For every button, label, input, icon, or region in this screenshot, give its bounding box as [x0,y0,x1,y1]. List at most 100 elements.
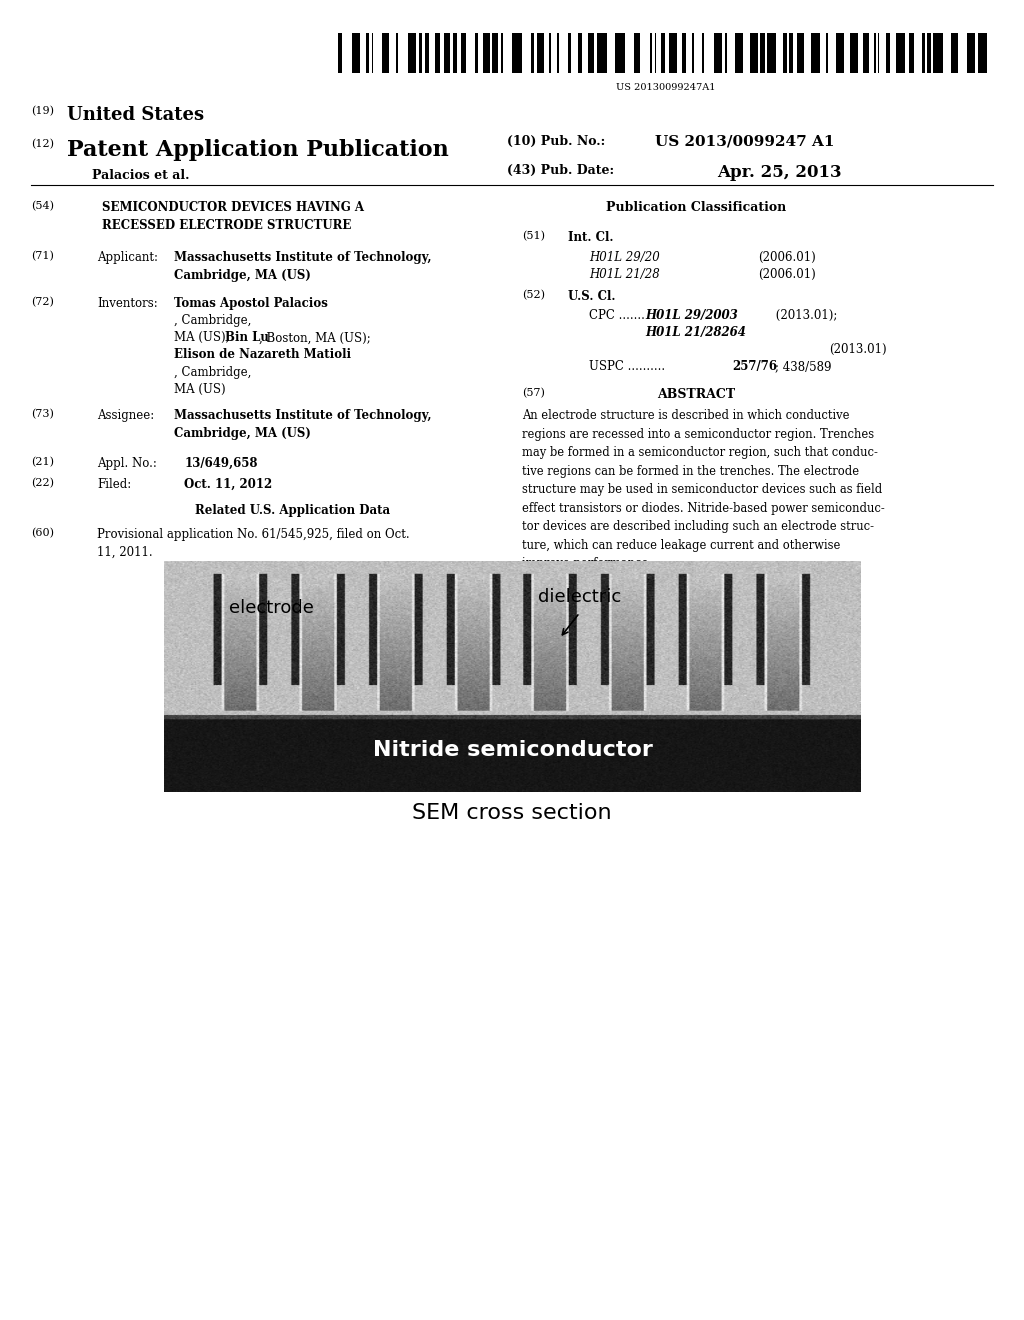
Bar [933,33,943,73]
Bar [615,33,625,73]
Bar [909,33,913,73]
Bar [896,33,905,73]
Bar [453,33,457,73]
Text: Massachusetts Institute of Technology,
Cambridge, MA (US): Massachusetts Institute of Technology, C… [174,409,431,440]
Bar [682,33,685,73]
Bar [557,33,558,73]
Bar [408,33,416,73]
Text: H01L 21/28: H01L 21/28 [589,268,659,281]
Bar [654,33,656,73]
Text: H01L 21/28264: H01L 21/28264 [645,326,746,339]
Text: 13/649,658: 13/649,658 [184,457,258,470]
Text: , Cambridge,: , Cambridge, [174,314,252,327]
Text: (2006.01): (2006.01) [758,251,815,264]
Text: Int. Cl.: Int. Cl. [568,231,613,244]
Text: MA (US);: MA (US); [174,331,229,345]
Text: SEMICONDUCTOR DEVICES HAVING A
RECESSED ELECTRODE STRUCTURE: SEMICONDUCTOR DEVICES HAVING A RECESSED … [102,201,365,231]
Text: Patent Application Publication: Patent Application Publication [67,139,449,161]
Text: (2006.01): (2006.01) [758,268,815,281]
Text: Inventors:: Inventors: [97,297,158,310]
Text: Filed:: Filed: [97,478,131,491]
Text: An electrode structure is described in which conductive
regions are recessed int: An electrode structure is described in w… [522,409,885,570]
Bar [660,33,666,73]
Text: Palacios et al.: Palacios et al. [92,169,189,182]
Bar [396,33,397,73]
Bar [725,33,727,73]
Text: (21): (21) [31,457,53,467]
Text: Oct. 11, 2012: Oct. 11, 2012 [184,478,272,491]
Bar [425,33,429,73]
Text: Appl. No.:: Appl. No.: [97,457,157,470]
Text: Massachusetts Institute of Technology,
Cambridge, MA (US): Massachusetts Institute of Technology, C… [174,251,431,281]
Bar [579,33,583,73]
Bar [483,33,489,73]
Text: Bin Lu: Bin Lu [225,331,269,345]
Text: MA (US): MA (US) [174,383,225,396]
Bar [537,33,544,73]
Bar [922,33,925,73]
Text: ; 438/589: ; 438/589 [775,360,831,374]
Bar [811,33,820,73]
Text: (54): (54) [31,201,53,211]
Text: Provisional application No. 61/545,925, filed on Oct.
11, 2011.: Provisional application No. 61/545,925, … [97,528,410,558]
Bar [951,33,958,73]
Bar [338,33,342,73]
Bar [367,33,369,73]
Text: (2013.01): (2013.01) [829,343,887,356]
Text: (19): (19) [31,106,53,116]
Bar [863,33,869,73]
Text: US 2013/0099247 A1: US 2013/0099247 A1 [655,135,835,149]
Text: (22): (22) [31,478,53,488]
Text: , Boston, MA (US);: , Boston, MA (US); [259,331,371,345]
Bar [978,33,987,73]
Bar [825,33,828,73]
Bar [649,33,651,73]
Bar [530,33,535,73]
Bar [836,33,844,73]
Text: electrode: electrode [229,599,314,618]
Text: dielectric: dielectric [538,589,622,606]
Text: ABSTRACT: ABSTRACT [657,388,735,401]
Bar [927,33,931,73]
Bar [967,33,975,73]
Bar [691,33,694,73]
Text: Assignee:: Assignee: [97,409,155,422]
Text: (71): (71) [31,251,53,261]
Bar [597,33,607,73]
Text: Elison de Nazareth Matioli: Elison de Nazareth Matioli [174,348,351,362]
Bar [589,33,594,73]
Text: (10) Pub. No.:: (10) Pub. No.: [507,135,605,148]
Bar [492,33,499,73]
Text: Applicant:: Applicant: [97,251,159,264]
Text: United States: United States [67,106,204,124]
Bar [382,33,389,73]
Bar [782,33,786,73]
Bar [419,33,422,73]
Text: (52): (52) [522,290,545,301]
Text: (57): (57) [522,388,545,399]
Text: SEM cross section: SEM cross section [413,803,611,822]
Text: Publication Classification: Publication Classification [606,201,786,214]
Bar [512,33,522,73]
Bar [501,33,503,73]
Bar [735,33,742,73]
Text: (43) Pub. Date:: (43) Pub. Date: [507,164,614,177]
Text: (2013.01);: (2013.01); [772,309,838,322]
Text: Tomas Apostol Palacios: Tomas Apostol Palacios [174,297,328,310]
Bar [443,33,451,73]
Text: Related U.S. Application Data: Related U.S. Application Data [195,504,390,517]
Bar [850,33,858,73]
Text: 257/76: 257/76 [732,360,777,374]
Bar [887,33,891,73]
Bar [702,33,705,73]
Bar [549,33,551,73]
Bar [874,33,876,73]
Text: CPC .......: CPC ....... [589,309,648,322]
Bar [751,33,759,73]
Text: (12): (12) [31,139,53,149]
Text: (51): (51) [522,231,545,242]
Bar [475,33,477,73]
Text: H01L 29/2003: H01L 29/2003 [645,309,738,322]
Bar [788,33,793,73]
Bar [634,33,640,73]
